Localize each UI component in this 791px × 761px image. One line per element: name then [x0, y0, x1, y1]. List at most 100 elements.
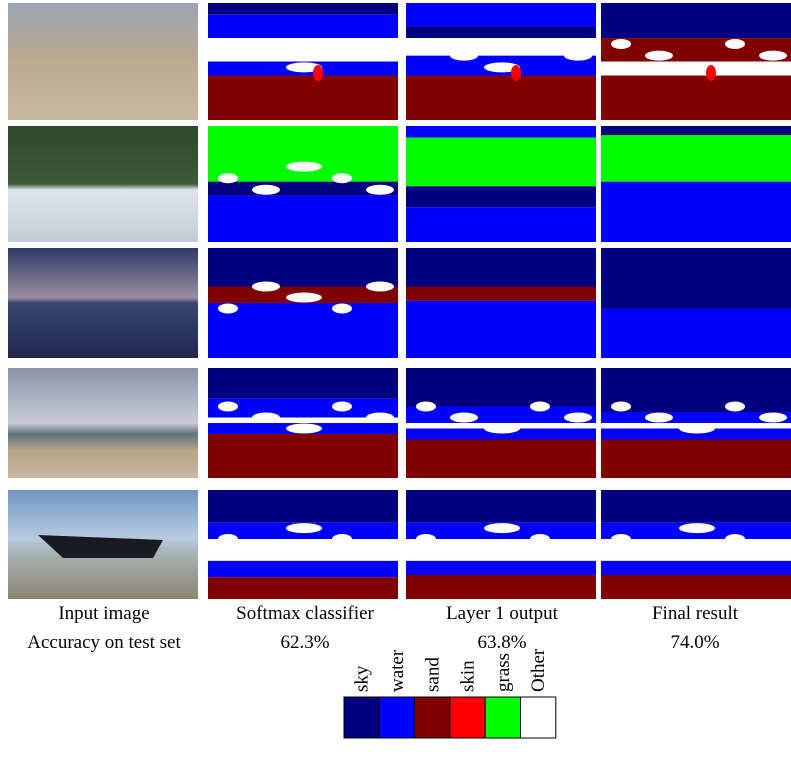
segment-blob	[252, 545, 280, 555]
segment-region	[601, 575, 791, 599]
segment-region	[406, 76, 596, 120]
segment-blob	[759, 413, 787, 423]
segment-region	[208, 490, 398, 523]
segment-region	[208, 126, 398, 182]
segment-region	[406, 138, 596, 187]
segment-region	[208, 3, 398, 15]
segment-blob	[416, 402, 436, 412]
legend-label: Other	[528, 648, 549, 692]
segment-blob	[332, 39, 352, 49]
segment-blob	[366, 185, 394, 195]
segment-region	[601, 126, 791, 135]
accuracy-label: Accuracy on test set	[27, 632, 181, 653]
segment-blob	[645, 413, 673, 423]
segment-blob	[218, 173, 238, 183]
segment-blob	[611, 402, 631, 412]
segment-blob	[366, 51, 394, 61]
segment-blob	[252, 51, 280, 61]
accuracy-value: 62.3%	[280, 632, 329, 653]
segment-region	[406, 248, 596, 287]
segment-blob	[611, 534, 631, 544]
segment-region	[208, 76, 398, 120]
accuracy-value: 74.0%	[670, 632, 719, 653]
segment-region	[601, 248, 791, 309]
segment-blob	[332, 402, 352, 412]
segment-blob	[511, 65, 521, 81]
segment-blob	[484, 424, 520, 434]
legend-swatch	[521, 697, 556, 738]
segment-blob	[218, 402, 238, 412]
segment-region	[601, 440, 791, 479]
legend-label: sand	[422, 657, 443, 692]
segment-region	[406, 301, 596, 358]
segment-blob	[530, 402, 550, 412]
segment-region	[208, 15, 398, 38]
image-grid	[8, 3, 791, 599]
segment-blob	[252, 413, 280, 423]
segment-blob	[218, 534, 238, 544]
segment-blob	[679, 523, 715, 533]
segment-region	[208, 248, 398, 287]
legend-swatch	[415, 697, 450, 738]
segment-blob	[484, 523, 520, 533]
legend-swatch	[450, 697, 485, 738]
segment-blob	[366, 282, 394, 292]
legend-swatch	[379, 697, 414, 738]
segment-blob	[286, 424, 322, 434]
segment-region	[601, 490, 791, 523]
column-label: Softmax classifier	[236, 603, 374, 624]
segment-region	[406, 440, 596, 479]
segment-blob	[725, 39, 745, 49]
segment-region	[601, 76, 791, 120]
legend-swatch	[344, 697, 379, 738]
segment-region	[208, 303, 398, 358]
segment-region	[601, 182, 791, 242]
segment-blob	[564, 51, 592, 61]
segment-blob	[611, 39, 631, 49]
segment-region	[208, 368, 398, 399]
segment-region	[208, 434, 398, 478]
segment-blob	[366, 413, 394, 423]
column-label: Final result	[652, 603, 739, 624]
segment-blob	[286, 523, 322, 533]
segment-blob	[564, 413, 592, 423]
legend-label: sky	[352, 665, 373, 692]
segment-blob	[218, 39, 238, 49]
segment-blob	[366, 545, 394, 555]
segment-region	[406, 490, 596, 523]
column-label: Layer 1 output	[446, 603, 559, 624]
segment-blob	[450, 51, 478, 61]
column-label: Input image	[58, 603, 149, 624]
segment-region	[406, 561, 596, 575]
segment-region	[601, 309, 791, 359]
segment-region	[406, 26, 596, 38]
segment-blob	[218, 304, 238, 314]
segment-region	[406, 368, 596, 407]
input-photo	[8, 126, 198, 242]
segment-region	[601, 561, 791, 575]
figure: Input image Softmax classifier Layer 1 o…	[0, 0, 791, 756]
segment-region	[208, 196, 398, 242]
segment-blob	[759, 51, 787, 61]
segment-blob	[759, 545, 787, 555]
segment-region	[208, 577, 398, 599]
segment-blob	[564, 545, 592, 555]
segment-blob	[416, 39, 436, 49]
segment-blob	[286, 162, 322, 172]
segment-blob	[725, 534, 745, 544]
segment-region	[406, 126, 596, 138]
segment-blob	[450, 413, 478, 423]
segment-blob	[332, 304, 352, 314]
segment-region	[406, 186, 596, 207]
segment-blob	[450, 545, 478, 555]
segment-blob	[706, 65, 716, 81]
segment-blob	[679, 424, 715, 434]
segment-region	[406, 3, 596, 26]
segment-blob	[313, 65, 323, 81]
segment-blob	[252, 185, 280, 195]
accuracy-value: 63.8%	[477, 632, 526, 653]
segment-blob	[645, 51, 673, 61]
segment-blob	[416, 534, 436, 544]
input-photo	[8, 248, 198, 358]
segment-blob	[252, 282, 280, 292]
